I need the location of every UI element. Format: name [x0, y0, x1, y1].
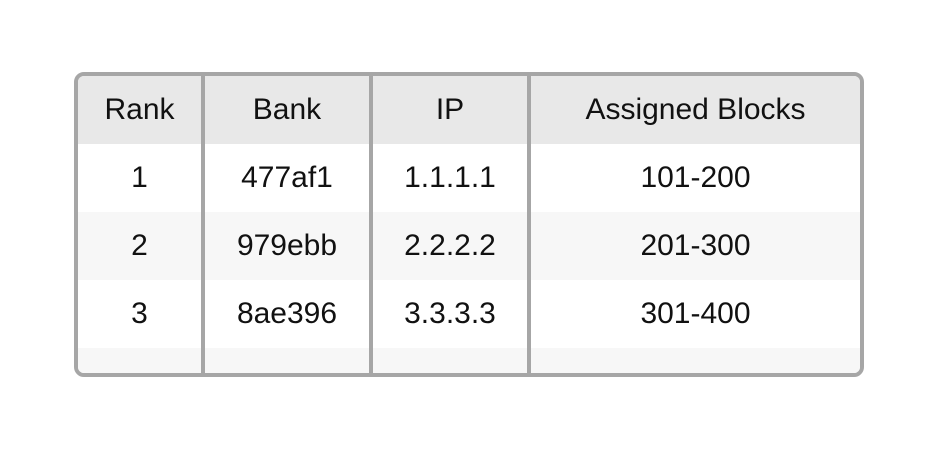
table-row: 3 8ae396 3.3.3.3 301-400	[78, 280, 860, 348]
bank-cell: 979ebb	[205, 212, 373, 280]
bank-cell: 8ae396	[205, 280, 373, 348]
table-row: 1 477af1 1.1.1.1 101-200	[78, 144, 860, 212]
rank-cell	[78, 348, 205, 373]
rank-cell: 2	[78, 212, 205, 280]
column-header-rank: Rank	[78, 76, 205, 144]
table-header-row: Rank Bank IP Assigned Blocks	[78, 76, 860, 144]
assigned-blocks-cell	[531, 348, 860, 373]
bank-assignment-table: Rank Bank IP Assigned Blocks 1 477af1 1.…	[74, 72, 864, 377]
ip-cell: 3.3.3.3	[373, 280, 531, 348]
ip-cell: 2.2.2.2	[373, 212, 531, 280]
bank-cell: 477af1	[205, 144, 373, 212]
table-row-empty	[78, 348, 860, 373]
column-header-assigned-blocks: Assigned Blocks	[585, 93, 806, 126]
assigned-blocks-cell: 101-200	[640, 161, 751, 194]
ip-cell: 1.1.1.1	[373, 144, 531, 212]
rank-cell: 3	[78, 280, 205, 348]
table-row: 2 979ebb 2.2.2.2 201-300	[78, 212, 860, 280]
column-header-ip: IP	[373, 76, 531, 144]
bank-cell	[205, 348, 373, 373]
assigned-blocks-cell: 301-400	[640, 297, 751, 330]
column-header-bank: Bank	[205, 76, 373, 144]
ip-cell	[373, 348, 531, 373]
assigned-blocks-cell: 201-300	[640, 229, 751, 262]
rank-cell: 1	[78, 144, 205, 212]
